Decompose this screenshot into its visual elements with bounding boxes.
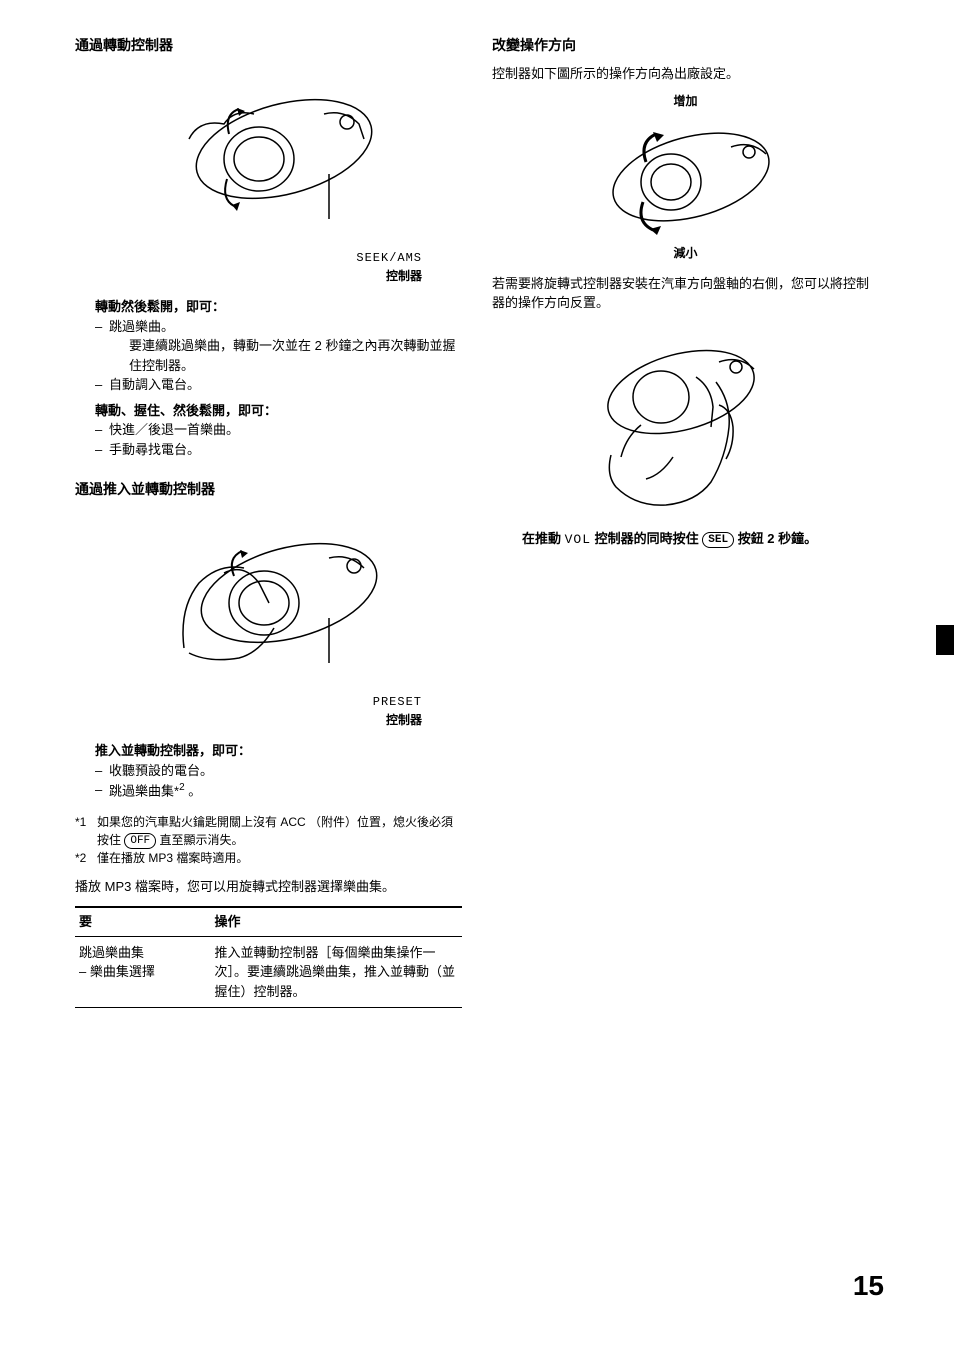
page-edge-tab xyxy=(936,625,954,655)
subhead-rotate-release: 轉動然後鬆開，即可： xyxy=(95,297,462,317)
mp3-paragraph: 播放 MP3 檔案時，您可以用旋轉式控制器選擇樂曲集。 xyxy=(75,877,462,897)
controller-illustration-1 xyxy=(129,64,409,244)
right-column: 改變操作方向 控制器如下圖所示的操作方向為出廠設定。 增加 減小 若需要將 xyxy=(492,35,879,1008)
direction-paragraph-1: 控制器如下圖所示的操作方向為出廠設定。 xyxy=(492,64,879,84)
figure2-caption: PRESET 控制器 xyxy=(75,692,462,729)
list-item: – 跳過樂曲集*2 。 xyxy=(95,780,462,801)
table-cell-operation: 推入並轉動控制器［每個樂曲集操作一次］。要連續跳過樂曲集，推入並轉動（並握住）控… xyxy=(210,936,462,1008)
footnote-1: *1 如果您的汽車點火鑰匙開關上沒有 ACC （附件）位置，熄火後必須按住 OF… xyxy=(75,813,462,849)
hand-press-illustration xyxy=(571,327,801,517)
label-decrease: 減小 xyxy=(492,244,879,262)
figure-hand-press xyxy=(492,327,879,517)
figure-preset: PRESET 控制器 xyxy=(75,508,462,729)
sel-instruction: 在推動 VOL 控制器的同時按住 SEL 按鈕 2 秒鐘。 xyxy=(522,529,879,550)
list-item: –快進／後退一首樂曲。 xyxy=(95,420,462,440)
page-number: 15 xyxy=(853,1265,884,1307)
list-item: –跳過樂曲。 xyxy=(95,317,462,337)
list-item: –自動調入電台。 xyxy=(95,375,462,395)
list-item: –手動尋找電台。 xyxy=(95,440,462,460)
operations-table: 要 操作 跳過樂曲集 – 樂曲集選擇 推入並轉動控制器［每個樂曲集操作一次］。要… xyxy=(75,906,462,1008)
controller-illustration-direction xyxy=(571,112,801,242)
footnote-2: *2 僅在播放 MP3 檔案時適用。 xyxy=(75,849,462,867)
subhead-rotate-hold-release: 轉動、握住、然後鬆開，即可： xyxy=(95,401,462,421)
table-row: 跳過樂曲集 – 樂曲集選擇 推入並轉動控制器［每個樂曲集操作一次］。要連續跳過樂… xyxy=(75,936,462,1008)
bullet-list-3: –收聽預設的電台。 – 跳過樂曲集*2 。 xyxy=(95,761,462,801)
list-item: –收聽預設的電台。 xyxy=(95,761,462,781)
table-header-want: 要 xyxy=(75,907,210,936)
table-header-operation: 操作 xyxy=(210,907,462,936)
bullet-list-1: –跳過樂曲。 要連續跳過樂曲，轉動一次並在 2 秒鐘之內再次轉動並握住控制器。 … xyxy=(95,317,462,395)
heading-change-direction: 改變操作方向 xyxy=(492,35,879,56)
bullet-list-2: –快進／後退一首樂曲。 –手動尋找電台。 xyxy=(95,420,462,459)
subhead-push-rotate: 推入並轉動控制器，即可： xyxy=(95,741,462,761)
figure-direction: 增加 減小 xyxy=(492,92,879,262)
off-button-label: OFF xyxy=(124,833,156,849)
direction-paragraph-2: 若需要將旋轉式控制器安裝在汽車方向盤軸的右側，您可以將控制器的操作方向反置。 xyxy=(492,274,879,313)
heading-push-rotate-controller: 通過推入並轉動控制器 xyxy=(75,479,462,500)
controller-illustration-2 xyxy=(129,508,409,688)
table-cell-want: 跳過樂曲集 – 樂曲集選擇 xyxy=(75,936,210,1008)
list-item-sub: 要連續跳過樂曲，轉動一次並在 2 秒鐘之內再次轉動並握住控制器。 xyxy=(129,336,462,375)
heading-rotate-controller: 通過轉動控制器 xyxy=(75,35,462,56)
label-increase: 增加 xyxy=(492,92,879,110)
left-column: 通過轉動控制器 SEEK/AMS 控 xyxy=(75,35,462,1008)
footnotes: *1 如果您的汽車點火鑰匙開關上沒有 ACC （附件）位置，熄火後必須按住 OF… xyxy=(75,813,462,867)
sel-button-label: SEL xyxy=(702,532,734,548)
figure1-caption: SEEK/AMS 控制器 xyxy=(75,248,462,285)
figure-seek-ams: SEEK/AMS 控制器 xyxy=(75,64,462,285)
